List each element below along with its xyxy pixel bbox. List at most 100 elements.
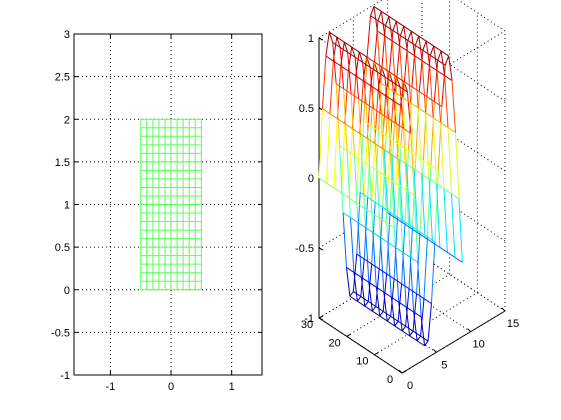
surface-line: [332, 42, 408, 93]
surface-face: [436, 183, 448, 253]
x-axis-line: [401, 310, 506, 374]
surface-line: [342, 212, 419, 263]
surface-line: [451, 80, 456, 133]
surface-line: [409, 330, 414, 337]
surface-line: [349, 291, 354, 297]
surface-line: [433, 60, 439, 102]
y-tick-label: 10: [356, 356, 368, 368]
surface-face: [410, 257, 422, 317]
surface-line: [416, 231, 421, 294]
surface-line: [396, 35, 401, 77]
chart-2d-mesh: -1 0 1 -1 -0.5 0 0.5 1 1.5 2 2.5 3: [51, 29, 263, 393]
surface-line: [346, 267, 422, 318]
surface-line: [429, 45, 435, 56]
surface-line: [378, 148, 383, 218]
y-axis-line: [318, 317, 403, 374]
surface-line: [383, 148, 460, 200]
surface-line: [444, 55, 450, 66]
surface-line: [364, 227, 370, 283]
surface-line: [370, 143, 376, 213]
surface-line: [415, 91, 420, 156]
surface-line: [333, 118, 338, 188]
y-tick: [318, 315, 324, 319]
surface-line: [443, 188, 448, 253]
surface-line: [354, 57, 360, 99]
surface-line: [366, 56, 443, 108]
y-tick-label: 0.5: [55, 242, 70, 254]
surface-line: [401, 325, 407, 332]
surface-line: [430, 101, 435, 166]
surface-line: [335, 83, 341, 146]
y-tick-label: 0: [387, 374, 393, 386]
surface-line: [434, 170, 439, 242]
surface-line: [458, 198, 463, 263]
y-tick-label: 30: [301, 319, 313, 331]
surface-line: [422, 96, 428, 161]
surface-line: [335, 83, 412, 134]
surface-line: [381, 25, 386, 68]
surface-line: [351, 46, 356, 58]
surface-line: [329, 60, 334, 114]
y-tick: [346, 333, 351, 337]
surface-line: [384, 77, 389, 119]
surface-line: [441, 65, 446, 107]
x-tick-label: -1: [105, 381, 115, 393]
surface-line: [426, 165, 432, 237]
surface-line: [410, 133, 415, 196]
surface-line: [328, 31, 334, 43]
surface-line: [411, 155, 417, 227]
surface-line: [321, 56, 327, 109]
surface-line: [336, 36, 341, 48]
surface-line: [406, 91, 412, 134]
surface-line: [450, 193, 456, 258]
surface-line: [318, 108, 323, 179]
surface-line: [370, 6, 375, 16]
surface-line: [353, 291, 429, 342]
surface-line: [387, 212, 463, 263]
surface-line: [378, 66, 383, 131]
surface-face: [400, 87, 411, 134]
surface-line: [358, 98, 363, 161]
surface-line: [406, 50, 412, 103]
surface-line: [370, 15, 446, 66]
x-tick-label: 1: [229, 381, 235, 393]
surface-line: [428, 178, 433, 243]
surface-line: [444, 75, 449, 128]
surface-face: [372, 232, 384, 293]
surface-line: [387, 88, 393, 155]
surface-line: [426, 55, 431, 97]
surface-mesh: [318, 6, 463, 347]
surface-line: [414, 55, 419, 108]
surface-line: [406, 164, 411, 228]
surface-line: [364, 301, 369, 307]
surface-line: [346, 150, 352, 218]
surface-line: [325, 32, 330, 57]
surface-line: [403, 40, 409, 82]
surface-face: [365, 227, 377, 288]
surface-line: [400, 81, 405, 146]
surface-face: [402, 252, 414, 312]
surface-line: [416, 335, 421, 342]
grid-line: [421, 45, 506, 102]
surface-line: [371, 306, 377, 312]
surface-line: [380, 113, 385, 176]
surface-line: [350, 93, 356, 156]
surface-line: [332, 42, 337, 84]
surface-line: [404, 150, 409, 223]
surface-line: [407, 86, 413, 151]
surface-line: [374, 20, 379, 63]
surface-line: [385, 71, 390, 136]
surface-line: [429, 65, 434, 118]
surface-line: [339, 145, 344, 213]
surface-line: [359, 120, 365, 193]
z-tick-label: 1: [308, 33, 314, 45]
surface-line: [343, 88, 348, 151]
surface-line: [369, 67, 375, 109]
surface-line: [325, 55, 401, 106]
surface-line: [410, 102, 415, 170]
surface-line: [421, 173, 426, 238]
z-tick: [318, 37, 324, 41]
surface-line: [384, 16, 390, 26]
surface-line: [377, 30, 453, 81]
grid-line: [421, 115, 506, 172]
